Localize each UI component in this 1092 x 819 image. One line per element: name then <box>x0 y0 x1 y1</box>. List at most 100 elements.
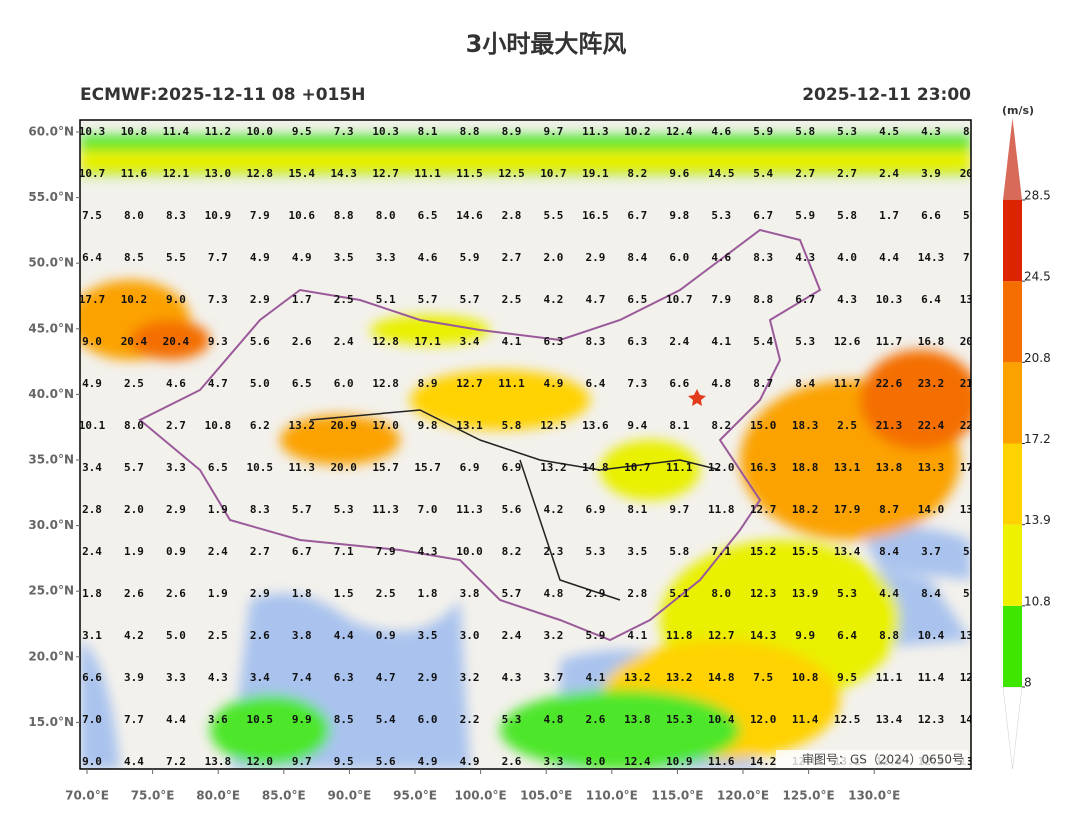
grid-value: 2.5 <box>837 419 857 432</box>
grid-value: 15.2 <box>750 545 777 558</box>
grid-value: 4.7 <box>585 293 605 306</box>
grid-value: 12.6 <box>960 671 987 684</box>
grid-value: 3.6 <box>208 713 228 726</box>
grid-value: 2.9 <box>585 251 605 264</box>
valid-time: 2025-12-11 23:00 <box>802 85 971 105</box>
grid-value: 6.9 <box>460 461 480 474</box>
grid-value: 5.3 <box>837 125 857 138</box>
grid-value: 2.4 <box>879 167 899 180</box>
grid-value: 2.6 <box>124 587 144 600</box>
grid-value: 4.2 <box>544 293 564 306</box>
lat-label: 35.0°N <box>28 453 74 467</box>
grid-value: 4.3 <box>418 545 438 558</box>
grid-value: 6.7 <box>292 545 312 558</box>
grid-value: 8.5 <box>963 125 983 138</box>
grid-value: 18.2 <box>792 503 819 516</box>
grid-value: 5.8 <box>795 125 815 138</box>
grid-value: 9.9 <box>292 713 312 726</box>
grid-value: 9.7 <box>544 125 564 138</box>
grid-value: 1.9 <box>124 545 144 558</box>
grid-value: 12.5 <box>834 713 861 726</box>
grid-value: 3.3 <box>544 755 564 768</box>
grid-value: 2.7 <box>502 251 522 264</box>
grid-value: 20.0 <box>330 461 357 474</box>
grid-value: 5.6 <box>376 755 396 768</box>
legend-low-triangle <box>1002 686 1023 770</box>
grid-value: 18.3 <box>792 419 819 432</box>
grid-value: 11.6 <box>708 755 735 768</box>
grid-value: 8.8 <box>879 629 899 642</box>
grid-value: 7.7 <box>124 713 144 726</box>
grid-value: 2.9 <box>250 293 270 306</box>
lon-label: 80.0°E <box>196 789 240 803</box>
grid-value: 20.9 <box>330 419 357 432</box>
grid-value: 12.8 <box>372 335 399 348</box>
grid-value: 2.7 <box>837 167 857 180</box>
grid-value: 4.8 <box>544 713 564 726</box>
grid-value: 6.5 <box>418 209 438 222</box>
grid-value: 4.1 <box>502 335 522 348</box>
grid-value: 9.7 <box>292 755 312 768</box>
grid-value: 23.2 <box>918 377 945 390</box>
grid-value: 10.8 <box>121 125 148 138</box>
grid-value: 6.4 <box>921 293 941 306</box>
grid-value: 11.5 <box>456 167 483 180</box>
grid-value: 12.5 <box>498 167 525 180</box>
grid-value: 12.4 <box>624 755 651 768</box>
grid-value: 12.1 <box>163 167 190 180</box>
legend-label: 20.8 <box>1024 351 1051 365</box>
grid-value: 7.0 <box>418 503 438 516</box>
grid-value: 2.5 <box>208 629 228 642</box>
grid-value: 2.0 <box>124 503 144 516</box>
grid-value: 5.3 <box>585 545 605 558</box>
grid-value: 4.6 <box>711 125 731 138</box>
grid-value: 13.6 <box>960 503 987 516</box>
grid-value: 6.3 <box>544 335 564 348</box>
grid-value: 7.2 <box>166 755 186 768</box>
grid-value: 3.4 <box>460 335 480 348</box>
grid-value: 8.1 <box>418 125 438 138</box>
grid-value: 5.0 <box>166 629 186 642</box>
grid-value: 6.6 <box>82 671 102 684</box>
lat-label: 15.0°N <box>28 715 74 729</box>
grid-value: 3.3 <box>376 251 396 264</box>
grid-value: 5.7 <box>418 293 438 306</box>
grid-value: 12.4 <box>666 125 693 138</box>
grid-value: 8.0 <box>585 755 605 768</box>
grid-value: 4.7 <box>208 377 228 390</box>
grid-value: 5.1 <box>669 587 689 600</box>
grid-value: 15.0 <box>750 419 777 432</box>
grid-value: 2.5 <box>334 293 354 306</box>
grid-value: 6.7 <box>795 293 815 306</box>
grid-value: 4.4 <box>879 587 899 600</box>
grid-value: 12.7 <box>750 503 777 516</box>
grid-value: 13.2 <box>289 419 316 432</box>
grid-value: 3.8 <box>292 629 312 642</box>
grid-value: 3.5 <box>627 545 647 558</box>
watermark: 审图号：GS（2024）0650号 <box>802 752 964 767</box>
grid-value: 10.8 <box>205 419 232 432</box>
grid-value: 10.4 <box>708 713 735 726</box>
grid-value: 11.1 <box>666 461 693 474</box>
grid-value: 14.8 <box>708 671 735 684</box>
grid-value: 3.1 <box>82 629 102 642</box>
grid-value: 7.0 <box>82 713 102 726</box>
grid-value: 2.9 <box>585 587 605 600</box>
lon-label: 115.0°E <box>651 789 703 803</box>
grid-value: 12.0 <box>247 755 274 768</box>
grid-value: 7.7 <box>208 251 228 264</box>
grid-value: 13.4 <box>876 713 903 726</box>
lat-label: 50.0°N <box>28 256 74 270</box>
grid-value: 8.4 <box>627 251 647 264</box>
grid-value: 8.4 <box>879 545 899 558</box>
grid-value: 8.9 <box>502 125 522 138</box>
grid-value: 13.0 <box>205 167 232 180</box>
grid-value: 4.6 <box>711 251 731 264</box>
grid-value: 3.5 <box>334 251 354 264</box>
lon-label: 85.0°E <box>262 789 306 803</box>
grid-value: 3.2 <box>460 671 480 684</box>
grid-value: 11.4 <box>918 671 945 684</box>
grid-value: 12.6 <box>834 335 861 348</box>
grid-value: 9.9 <box>795 629 815 642</box>
grid-value: 6.7 <box>627 209 647 222</box>
